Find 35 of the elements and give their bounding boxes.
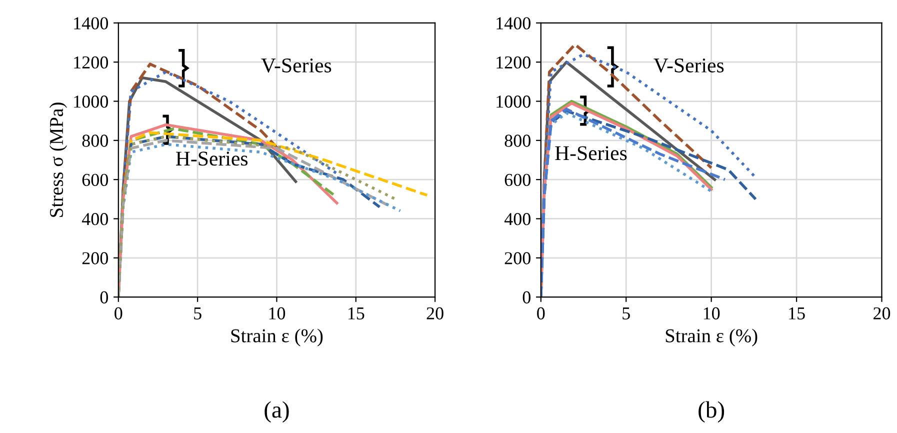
y-tick-label: 400 [82,212,108,226]
y-tick-label: 1400 [74,17,108,30]
annotation: V-Series [654,58,724,73]
y-tick-label: 0 [522,291,530,304]
y-tick-label: 1200 [74,56,108,69]
y-tick-label: 200 [504,252,530,264]
text: (a) [264,401,289,423]
x-axis-title: Strain ε (%) [231,328,323,346]
x-tick-label: 10 [269,307,286,320]
annotation: H-Series [176,152,248,166]
x-tick-label: 0 [114,307,122,320]
y-tick-label: 1000 [496,96,530,108]
annotation: V-Series [261,58,332,73]
y-axis-title: Stress σ (MPa) [49,102,68,217]
annotation: H-Series [555,146,627,160]
y-tick-label: 400 [504,212,530,226]
y-tick-label: 600 [504,174,530,186]
x-tick-label: 15 [789,307,805,320]
x-tick-label: 20 [426,307,444,320]
text: (b) [698,401,724,423]
y-tick-label: 1400 [496,17,530,30]
y-tick-label: 200 [82,252,108,264]
x-axis-title: Strain ε (%) [666,328,758,346]
y-tick-label: 800 [504,134,530,147]
y-tick-label: 1200 [496,56,530,69]
x-tick-label: 0 [537,307,545,320]
y-tick-label: 0 [100,291,108,304]
x-tick-label: 15 [348,307,364,320]
y-tick-label: 800 [82,134,108,147]
x-tick-label: 5 [194,307,202,320]
y-tick-label: 1000 [74,96,108,108]
x-tick-label: 20 [874,307,890,320]
y-tick-label: 600 [82,174,108,186]
x-tick-label: 10 [704,307,720,320]
x-tick-label: 5 [622,307,630,320]
